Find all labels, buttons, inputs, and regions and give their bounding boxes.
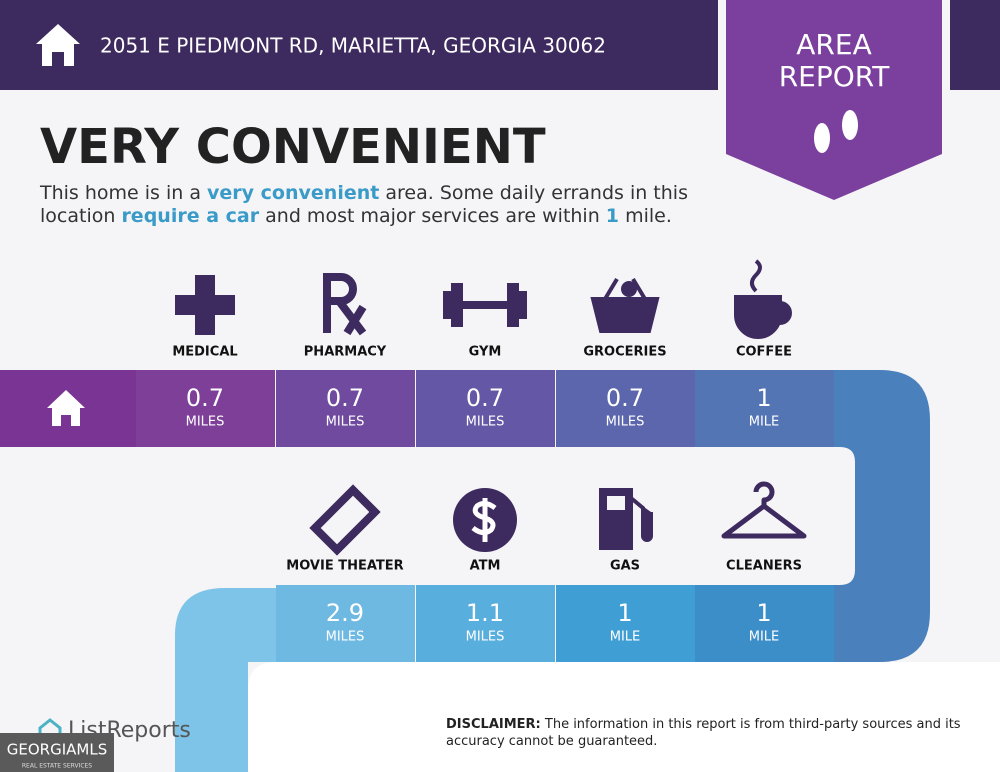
distance-cell <box>276 370 415 447</box>
distance-value: 1 <box>756 599 771 627</box>
distance-unit: MILES <box>326 415 365 430</box>
mls-sub: REAL ESTATE SERVICES <box>22 763 92 770</box>
distance-value: 1 <box>756 384 771 412</box>
route-curve <box>828 370 930 662</box>
service-label: CLEANERS <box>726 559 802 574</box>
description-part: require a car <box>121 205 260 227</box>
medical-icon <box>175 275 235 335</box>
distance-value: 0.7 <box>466 384 504 412</box>
gym-icon <box>443 283 527 327</box>
hanger-icon <box>721 481 807 539</box>
badge <box>726 0 942 200</box>
distance-unit: MILES <box>326 630 365 645</box>
distance-unit: MILE <box>749 630 780 645</box>
home-icon <box>36 24 80 66</box>
bottom-panel <box>248 662 1000 772</box>
steam <box>750 259 762 293</box>
distance-cell <box>556 585 695 662</box>
distance-cell <box>695 585 834 662</box>
description-part: This home is in a <box>40 182 208 204</box>
description: This home is in a very convenient area. … <box>40 182 720 228</box>
distance-cell <box>695 370 834 447</box>
distance-cell <box>556 370 695 447</box>
disclaimer-label: DISCLAIMER: <box>446 717 541 732</box>
distance-unit: MILES <box>466 415 505 430</box>
groceries-icon <box>621 281 637 297</box>
route-inner <box>828 447 855 585</box>
disclaimer-text: The information in this report is from t… <box>446 717 961 749</box>
mls-box <box>0 733 114 772</box>
service-label: MOVIE THEATER <box>286 559 403 574</box>
service-label: GAS <box>610 559 640 574</box>
distance-value: 2.9 <box>326 599 364 627</box>
disclaimer: DISCLAIMER: The information in this repo… <box>446 716 976 750</box>
distance-value: 0.7 <box>606 384 644 412</box>
description-part: area. Some daily errands in this locatio… <box>40 182 688 227</box>
distance-value: 1 <box>617 599 632 627</box>
dollar <box>471 498 497 542</box>
pharmacy-icon <box>323 273 367 336</box>
description-part: mile. <box>619 205 672 227</box>
ticket-icon <box>309 484 381 556</box>
distance-cell <box>276 585 415 662</box>
description-part: 1 <box>605 205 620 227</box>
distance-unit: MILES <box>186 415 225 430</box>
distance-value: 0.7 <box>186 384 224 412</box>
service-label: GROCERIES <box>583 345 666 360</box>
description-part: very convenient <box>207 182 380 204</box>
distance-cell <box>136 370 275 447</box>
distance-unit: MILE <box>749 415 780 430</box>
distance-value: 0.7 <box>326 384 364 412</box>
gas-window <box>607 496 625 510</box>
distance-unit: MILES <box>606 415 645 430</box>
service-label: PHARMACY <box>304 345 387 360</box>
service-label: MEDICAL <box>172 345 237 360</box>
distance-cell <box>416 370 555 447</box>
footprint <box>842 110 858 140</box>
distance-unit: MILES <box>466 630 505 645</box>
service-label: COFFEE <box>736 345 792 360</box>
groceries-icon <box>590 277 660 333</box>
footprint <box>814 123 830 153</box>
headline: VERY CONVENIENT <box>40 119 546 175</box>
service-label: GYM <box>469 345 502 360</box>
home-icon <box>47 390 85 426</box>
mls-logo: GEORGIAMLS <box>7 741 107 759</box>
address: 2051 E PIEDMONT RD, MARIETTA, GEORGIA 30… <box>100 34 606 58</box>
distance-unit: MILE <box>610 630 641 645</box>
route-curve <box>175 588 278 772</box>
description-part: and most major services are within <box>259 205 606 227</box>
distance-value: 1.1 <box>466 599 504 627</box>
service-label: ATM <box>470 559 501 574</box>
badge-line2: REPORT <box>779 60 890 93</box>
coffee-icon <box>734 295 792 339</box>
distance-cell <box>416 585 555 662</box>
badge-line1: AREA <box>796 28 871 61</box>
